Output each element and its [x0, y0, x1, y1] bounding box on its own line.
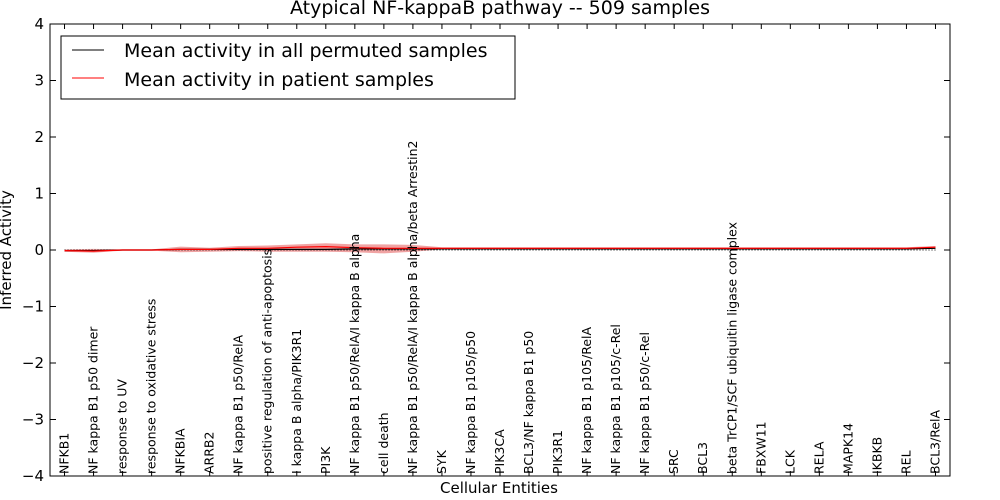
- y-tick-label: 0: [34, 241, 44, 259]
- legend-label-permuted: Mean activity in all permuted samples: [124, 40, 487, 62]
- category-label: NF kappa B1 p50 dimer: [86, 326, 101, 474]
- x-axis-label: Cellular Entities: [440, 479, 558, 497]
- category-labels: NFKB1 NF kappa B1 p50 dimer response to UV…: [57, 141, 943, 475]
- y-tick-label: −4: [22, 467, 44, 485]
- y-tick-label: 1: [34, 185, 44, 203]
- category-label: NF kappa B1 p50/RelA/I kappa B alpha/bet…: [405, 141, 420, 475]
- y-axis-label: Inferred Activity: [0, 190, 15, 310]
- category-label: NFKBIA: [173, 428, 188, 474]
- category-label: NF kappa B1 p50/RelA: [231, 334, 246, 474]
- category-label: SRC: [666, 449, 681, 474]
- category-label: MAPK14: [840, 423, 855, 474]
- y-tick-label: 3: [34, 72, 44, 90]
- category-label: cell death: [376, 412, 391, 474]
- legend: Mean activity in all permuted samples Me…: [60, 35, 516, 100]
- category-label: SYK: [434, 449, 449, 474]
- y-tick-label: 2: [34, 128, 44, 146]
- category-label: IKBKB: [869, 437, 884, 474]
- category-label: REL: [899, 450, 914, 474]
- category-label: LCK: [782, 449, 797, 474]
- category-label: NF kappa B1 p105/p50: [463, 331, 478, 474]
- legend-label-patient: Mean activity in patient samples: [124, 69, 434, 91]
- category-label: response to oxidative stress: [144, 299, 159, 474]
- category-label: I kappa B alpha/PIK3R1: [289, 329, 304, 474]
- series-layer: [64, 245, 936, 252]
- category-label: BCL3/RelA: [928, 410, 943, 474]
- y-axis-ticks: −4 −3 −2 −1 0 1 2 3 4: [22, 15, 950, 485]
- x-axis-ticks: [64, 24, 936, 476]
- category-label: NF kappa B1 p50/c-Rel: [637, 332, 652, 474]
- category-label: PIK3R1: [550, 430, 565, 474]
- y-tick-label: 4: [34, 15, 44, 33]
- series-line-patient: [64, 245, 936, 252]
- category-label: positive regulation of anti-apoptosis: [260, 249, 275, 474]
- y-tick-label: −2: [22, 354, 44, 372]
- category-label: BCL3: [695, 442, 710, 474]
- y-tick-label: −1: [22, 298, 44, 316]
- category-label: NF kappa B1 p105/c-Rel: [608, 324, 623, 474]
- category-label: RELA: [811, 441, 826, 474]
- category-label: ARRB2: [202, 432, 217, 474]
- category-label: PI3K: [318, 446, 333, 474]
- category-label: BCL3/NF kappa B1 p50: [521, 331, 536, 474]
- category-label: FBXW11: [753, 421, 768, 474]
- chart-title: Atypical NF-kappaB pathway -- 509 sample…: [290, 0, 710, 19]
- category-label: NF kappa B1 p105/RelA: [579, 327, 594, 474]
- category-label: PIK3CA: [492, 429, 507, 474]
- legend-box: [60, 35, 516, 100]
- y-tick-label: −3: [22, 411, 44, 429]
- category-label: NFKB1: [57, 433, 72, 474]
- category-label: beta TrCP1/SCF ubiquitin ligase complex: [724, 222, 739, 474]
- category-label: response to UV: [115, 379, 130, 474]
- category-label: NF kappa B1 p50/RelA/I kappa B alpha: [347, 234, 362, 474]
